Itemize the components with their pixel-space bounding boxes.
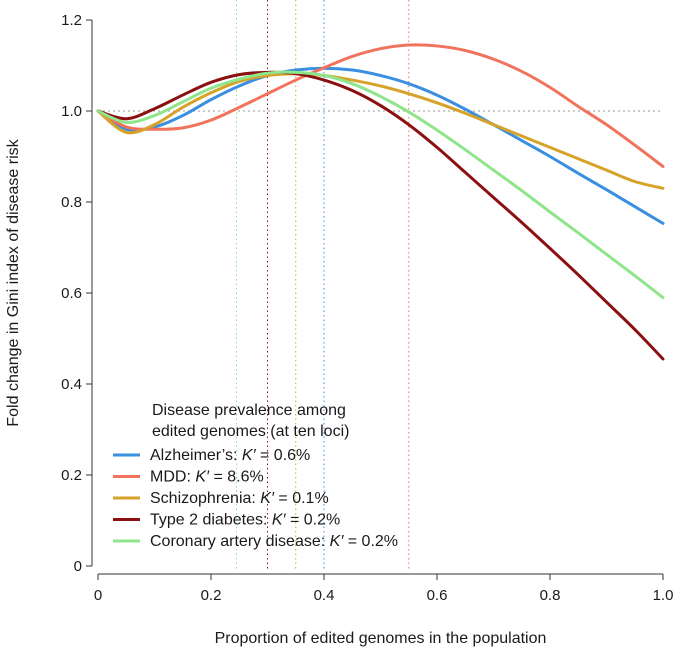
x-tick-label: 1.0 <box>653 587 674 604</box>
x-tick-label: 0.2 <box>201 587 222 604</box>
legend-entry: Alzheimer’s: K′ = 0.6% <box>150 447 310 464</box>
legend-entry: Coronary artery disease: K′ = 0.2% <box>150 533 398 550</box>
x-tick-label: 0.8 <box>540 587 561 604</box>
y-tick-label: 1.2 <box>61 12 82 29</box>
series-line-type-2-diabetes <box>96 70 665 361</box>
y-tick-label: 0.4 <box>61 376 82 393</box>
series-line-mdd <box>96 43 665 169</box>
legend-title-line: edited genomes (at ten loci) <box>152 423 349 440</box>
x-tick-label: 0.4 <box>314 587 335 604</box>
series-lines <box>96 43 665 361</box>
x-axis-title: Proportion of edited genomes in the popu… <box>215 630 547 647</box>
y-tick-label: 0.6 <box>61 285 82 302</box>
series-line-alzheimer-s <box>96 66 665 225</box>
legend-title-line: Disease prevalence among <box>152 402 346 419</box>
x-tick-label: 0.6 <box>427 587 448 604</box>
series-line-schizophrenia <box>96 72 665 190</box>
x-tick-label: 0 <box>94 587 102 604</box>
y-tick-label: 0 <box>74 558 82 575</box>
series-line-coronary-artery-disease <box>96 70 665 300</box>
y-tick-label: 0.8 <box>61 194 82 211</box>
legend: Disease prevalence among edited genomes (… <box>113 402 398 550</box>
axes: 0 0.2 0.4 0.6 0.8 1.0 1.2 0 0.2 0.4 0.6 0.8 1.0 <box>61 12 673 604</box>
legend-entry: MDD: K′ = 8.6% <box>150 469 264 486</box>
legend-entry: Schizophrenia: K′ = 0.1% <box>150 490 329 507</box>
y-tick-label: 1.0 <box>61 103 82 120</box>
y-axis-title: Fold change in Gini index of disease ris… <box>5 138 22 426</box>
y-tick-label: 0.2 <box>61 467 82 484</box>
legend-entry: Type 2 diabetes: K′ = 0.2% <box>150 512 340 529</box>
